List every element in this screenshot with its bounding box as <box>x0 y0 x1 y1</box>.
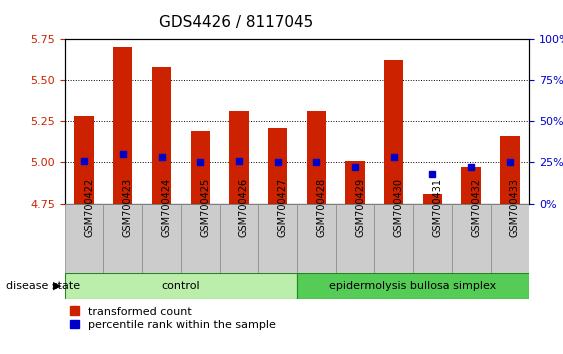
FancyBboxPatch shape <box>297 273 529 299</box>
Text: control: control <box>162 281 200 291</box>
Bar <box>345 161 365 204</box>
Bar <box>113 47 132 204</box>
Text: GSM700423: GSM700423 <box>123 177 133 236</box>
Text: ▶: ▶ <box>53 281 62 291</box>
FancyBboxPatch shape <box>297 204 336 273</box>
Legend: transformed count, percentile rank within the sample: transformed count, percentile rank withi… <box>70 307 276 330</box>
FancyBboxPatch shape <box>336 204 374 273</box>
Text: epidermolysis bullosa simplex: epidermolysis bullosa simplex <box>329 281 497 291</box>
Bar <box>190 131 210 204</box>
Text: GDS4426 / 8117045: GDS4426 / 8117045 <box>159 15 314 30</box>
Bar <box>152 67 171 204</box>
FancyBboxPatch shape <box>65 273 297 299</box>
FancyBboxPatch shape <box>65 273 529 299</box>
Bar <box>74 116 94 204</box>
Bar <box>462 167 481 204</box>
FancyBboxPatch shape <box>104 204 142 273</box>
FancyBboxPatch shape <box>490 204 529 273</box>
FancyBboxPatch shape <box>413 204 452 273</box>
FancyBboxPatch shape <box>181 204 220 273</box>
Text: GSM700432: GSM700432 <box>471 177 481 236</box>
Text: GSM700425: GSM700425 <box>200 177 210 236</box>
Text: GSM700427: GSM700427 <box>278 177 288 236</box>
Text: GSM700426: GSM700426 <box>239 177 249 236</box>
Text: GSM700429: GSM700429 <box>355 177 365 236</box>
Bar <box>423 194 442 204</box>
Text: GSM700424: GSM700424 <box>162 177 172 236</box>
Text: GSM700431: GSM700431 <box>432 177 443 236</box>
Text: GSM700433: GSM700433 <box>510 177 520 236</box>
FancyBboxPatch shape <box>258 204 297 273</box>
FancyBboxPatch shape <box>142 204 181 273</box>
FancyBboxPatch shape <box>452 204 490 273</box>
Text: disease state: disease state <box>6 281 80 291</box>
Bar <box>268 128 287 204</box>
Bar <box>384 60 404 204</box>
Bar <box>229 112 249 204</box>
Text: GSM700422: GSM700422 <box>84 177 94 236</box>
FancyBboxPatch shape <box>65 204 104 273</box>
FancyBboxPatch shape <box>220 204 258 273</box>
FancyBboxPatch shape <box>374 204 413 273</box>
Text: GSM700428: GSM700428 <box>316 177 327 236</box>
Text: GSM700430: GSM700430 <box>394 177 404 236</box>
Bar <box>500 136 520 204</box>
Bar <box>307 112 326 204</box>
